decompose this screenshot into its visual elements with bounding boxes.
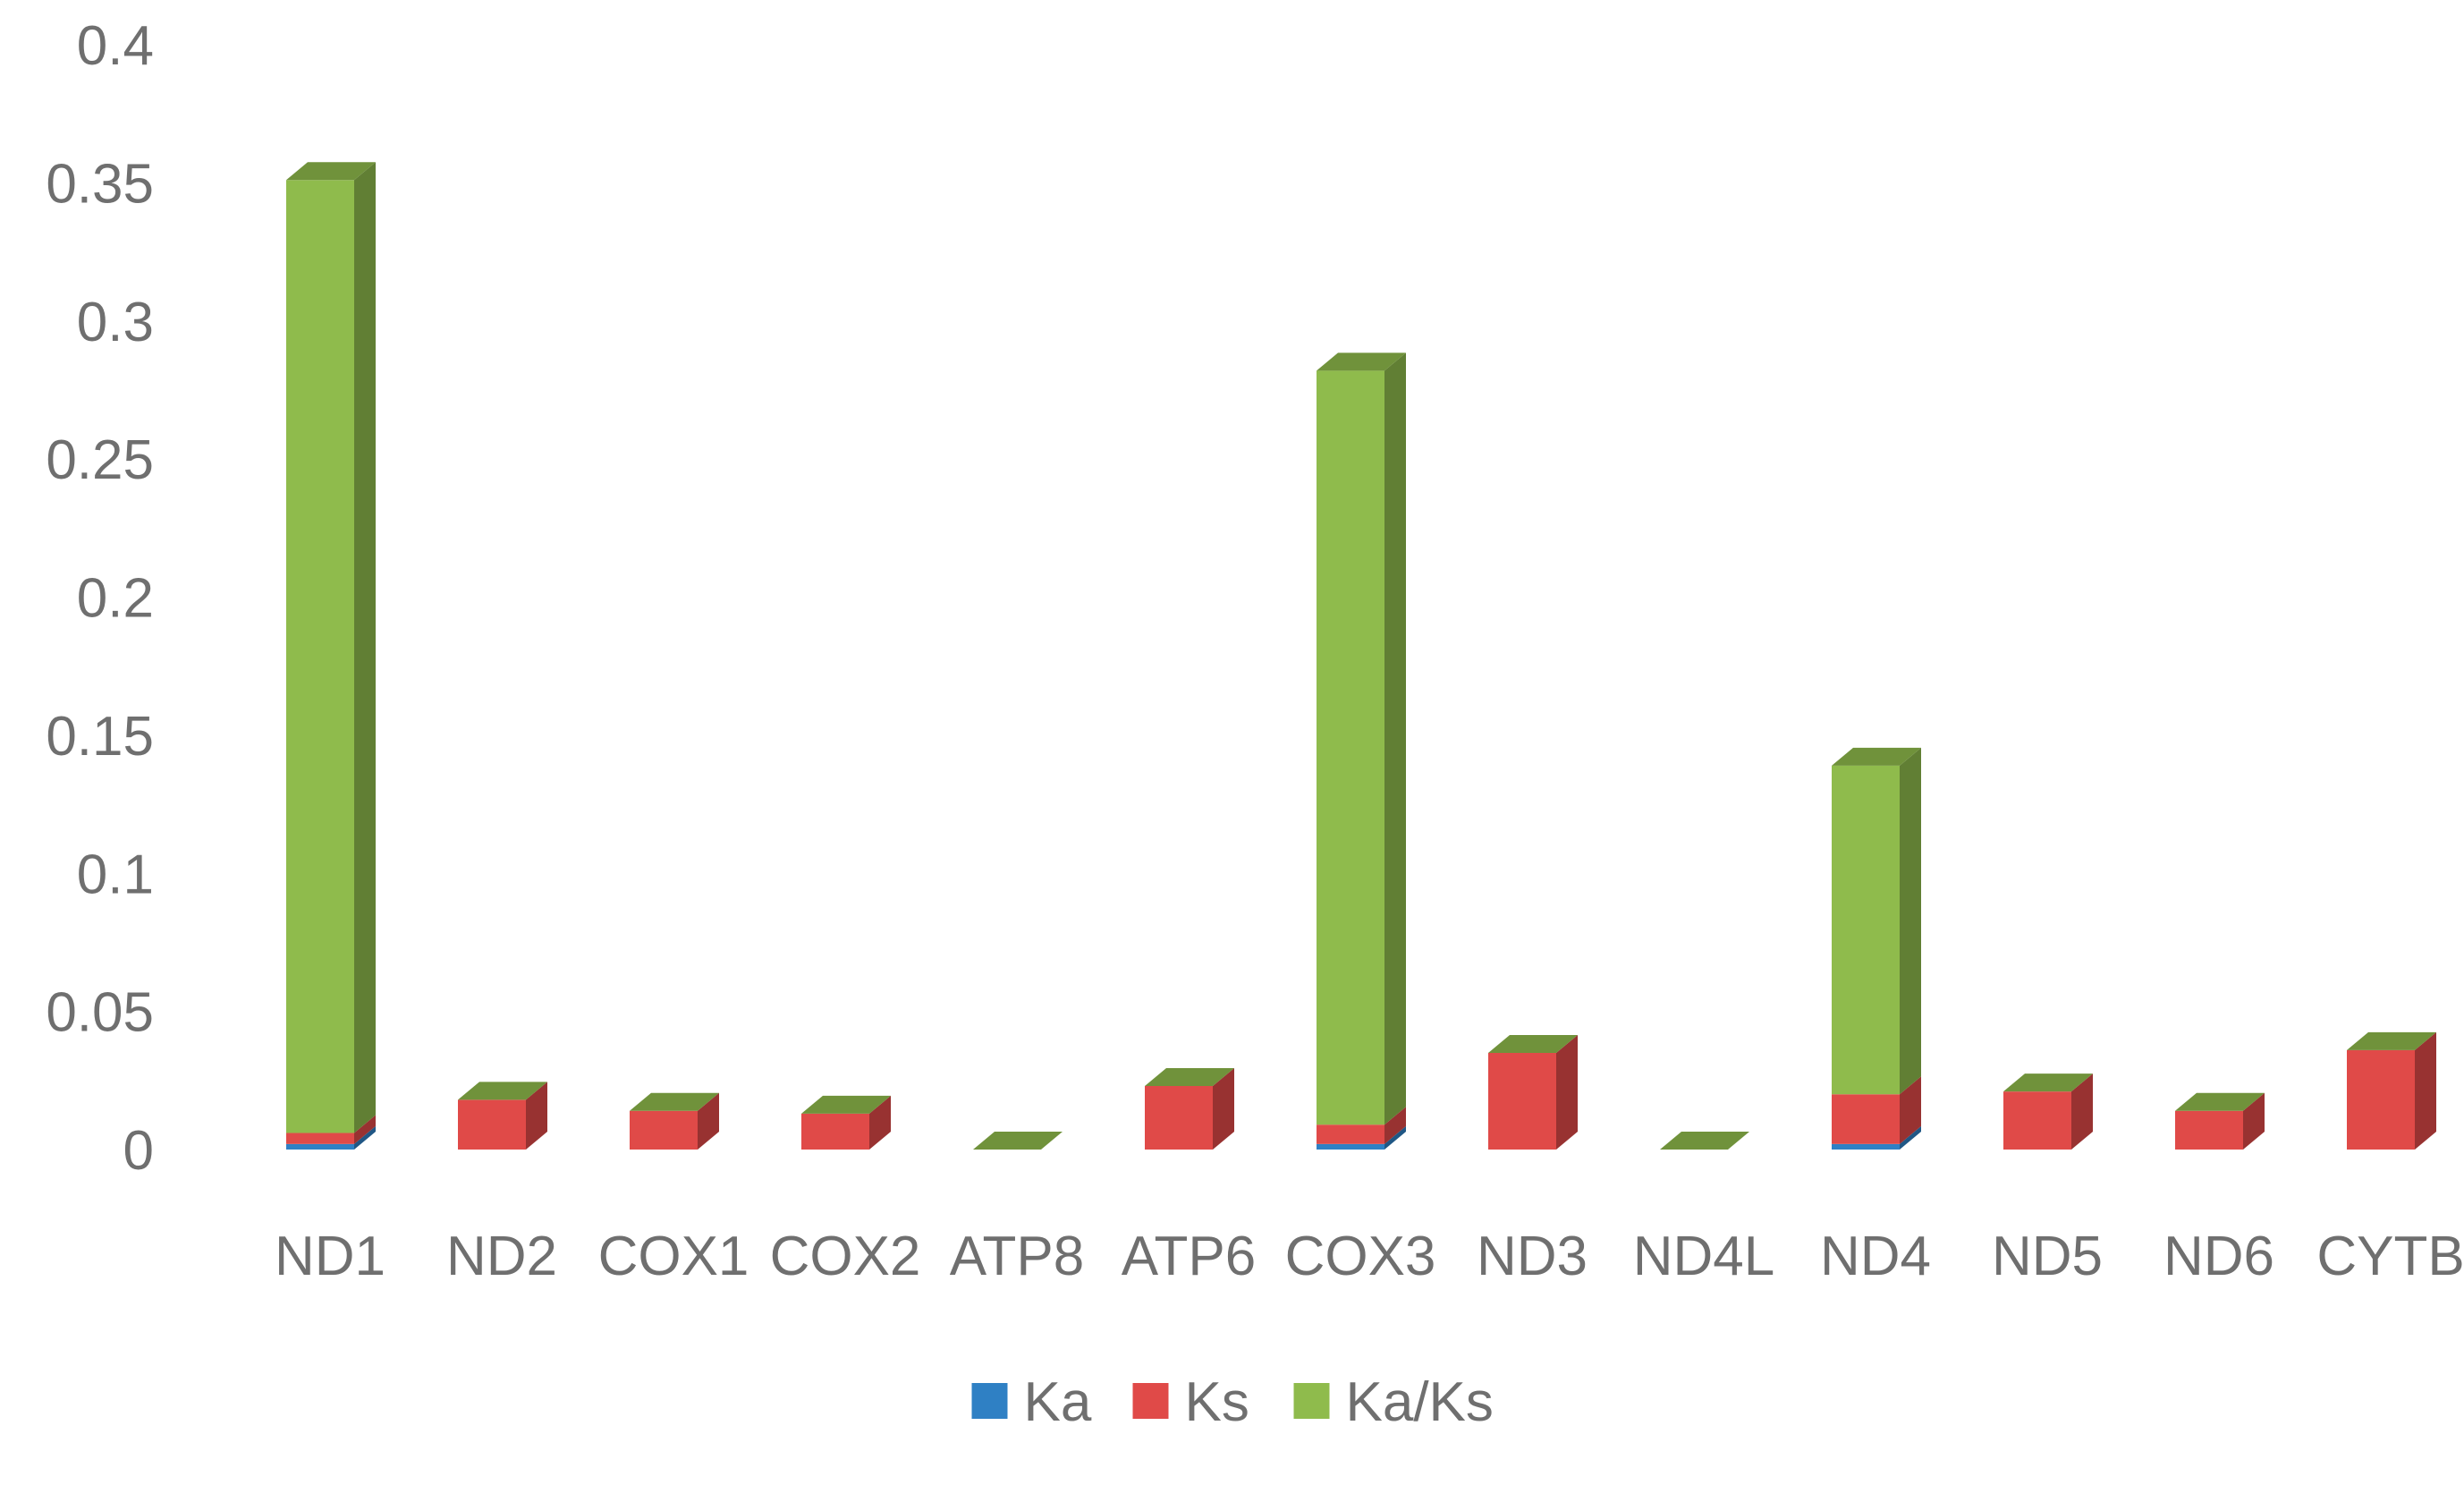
bar-nd3-ks-side	[1556, 1034, 1578, 1150]
bar-nd6-ks	[2175, 1110, 2243, 1150]
bar-stack-cytb	[2347, 1031, 2436, 1150]
bar-nd4-ka	[1832, 1143, 1900, 1150]
bar-nd4-ka-ks	[1832, 765, 1900, 1095]
bar-nd3-ks	[1488, 1052, 1556, 1150]
bar-cox3-ka-side	[1384, 1125, 1406, 1150]
bar-cox3-ka-ks-side	[1384, 352, 1406, 1125]
bar-stack-nd1	[286, 162, 376, 1150]
bar-stack-nd4	[1832, 747, 1921, 1150]
bars	[286, 162, 2436, 1150]
legend-item-ka: Ka	[971, 1371, 1092, 1433]
y-tick-label-0: 0	[123, 1120, 154, 1182]
bar-nd4-ka-side	[1900, 1125, 1921, 1150]
bar-stack-nd6	[2175, 1092, 2265, 1150]
legend-item-ka-ks: Ka/Ks	[1293, 1371, 1494, 1433]
bar-top-nd6	[2175, 1092, 2265, 1111]
bar-cox3-ka-ks	[1317, 370, 1384, 1125]
y-tick-label-7: 0.35	[46, 153, 154, 215]
y-axis: 0 0.05 0.1 0.15 0.2 0.25 0.3 0.35 0.4	[46, 15, 154, 1182]
y-tick-label-1: 0.05	[46, 982, 154, 1044]
bar-cytb-ks-side	[2415, 1031, 2436, 1150]
x-tick-label-nd2: ND2	[446, 1226, 557, 1287]
bar-top-nd3	[1488, 1034, 1578, 1053]
x-tick-label-cox3: COX3	[1285, 1226, 1436, 1287]
bar-nd4-ka-ks-side	[1900, 747, 1921, 1095]
legend: Ka Ks Ka/Ks	[971, 1371, 1494, 1433]
bar-top-nd1	[286, 162, 376, 181]
legend-swatch-ka	[971, 1383, 1008, 1419]
x-tick-label-cox2: COX2	[770, 1226, 921, 1287]
bar-nd1-ks-side	[354, 1115, 376, 1144]
bar-nd1-ka	[286, 1143, 354, 1150]
x-tick-label-atp8: ATP8	[950, 1226, 1084, 1287]
bar-nd6-ks-side	[2243, 1092, 2265, 1150]
bar-top-cytb	[2347, 1031, 2436, 1050]
y-tick-label-8: 0.4	[77, 15, 154, 77]
legend-swatch-ka-ks	[1293, 1383, 1330, 1419]
bar-top-nd2	[458, 1082, 547, 1100]
bar-cox2-ks	[801, 1113, 869, 1150]
legend-label-ks: Ks	[1185, 1371, 1249, 1433]
bar-nd1-ka-ks	[286, 180, 354, 1133]
bar-stack-atp8	[973, 1132, 1063, 1150]
bar-cytb-ks	[2347, 1049, 2415, 1150]
bar-nd2-ks-side	[526, 1082, 547, 1150]
legend-item-ks: Ks	[1132, 1371, 1249, 1433]
x-tick-label-nd3: ND3	[1477, 1226, 1588, 1287]
bar-cox1-ks	[630, 1110, 698, 1150]
bar-cox1-ks-side	[698, 1092, 719, 1150]
x-tick-label-cox1: COX1	[598, 1226, 749, 1287]
x-tick-label-nd5: ND5	[1992, 1226, 2103, 1287]
bar-stack-nd2	[458, 1082, 547, 1150]
x-tick-label-atp6: ATP6	[1122, 1226, 1256, 1287]
y-tick-label-3: 0.15	[46, 706, 154, 768]
bar-nd1-ks	[286, 1133, 354, 1144]
bar-top-nd4	[1832, 747, 1921, 766]
x-tick-label-nd6: ND6	[2163, 1226, 2274, 1287]
bar-stack-atp6	[1145, 1067, 1234, 1150]
bar-atp6-ks	[1145, 1085, 1213, 1150]
legend-label-ka-ks: Ka/Ks	[1346, 1371, 1494, 1433]
bar-nd1-ka-ks-side	[354, 162, 376, 1133]
bar-stack-cox2	[801, 1095, 891, 1150]
bar-stack-cox3	[1317, 352, 1406, 1150]
bar-cox3-ka	[1317, 1143, 1384, 1150]
bar-nd4-ks-side	[1900, 1076, 1921, 1144]
y-tick-label-4: 0.2	[77, 568, 154, 630]
bar-top-nd4l	[1660, 1132, 1749, 1150]
bar-cox2-ks-side	[869, 1095, 891, 1150]
bar-nd5-ks-side	[2071, 1073, 2093, 1150]
x-tick-label-cytb: CYTB	[2316, 1226, 2464, 1287]
bar-stack-nd5	[2003, 1073, 2093, 1150]
bar-nd2-ks	[458, 1099, 526, 1150]
bar-nd4-ks	[1832, 1094, 1900, 1144]
bar-nd5-ks	[2003, 1091, 2071, 1150]
x-axis: ND1 ND2 COX1 COX2 ATP8 ATP6 COX3 ND3 ND4L ND4 ND5 N…	[275, 1226, 2464, 1287]
x-tick-label-nd4: ND4	[1820, 1226, 1931, 1287]
x-tick-label-nd1: ND1	[275, 1226, 385, 1287]
bar-nd1-ka-side	[354, 1125, 376, 1150]
bar-top-nd5	[2003, 1073, 2093, 1092]
bar-top-cox3	[1317, 352, 1406, 371]
legend-label-ka: Ka	[1024, 1371, 1092, 1433]
x-tick-label-nd4l: ND4L	[1633, 1226, 1775, 1287]
bar-top-cox2	[801, 1095, 891, 1114]
bar-cox3-ks	[1317, 1124, 1384, 1144]
y-tick-label-5: 0.25	[46, 429, 154, 491]
bar-top-atp8	[973, 1132, 1063, 1150]
bar-stack-nd4l	[1660, 1132, 1749, 1150]
bar-atp6-ks-side	[1213, 1067, 1234, 1150]
bar-cox3-ks-side	[1384, 1107, 1406, 1144]
bar-top-cox1	[630, 1092, 719, 1111]
y-tick-label-6: 0.3	[77, 292, 154, 353]
legend-swatch-ks	[1132, 1383, 1169, 1419]
bar-top-atp6	[1145, 1067, 1234, 1086]
bar-stack-cox1	[630, 1092, 719, 1150]
bar-stack-nd3	[1488, 1034, 1578, 1150]
y-tick-label-2: 0.1	[77, 844, 154, 905]
